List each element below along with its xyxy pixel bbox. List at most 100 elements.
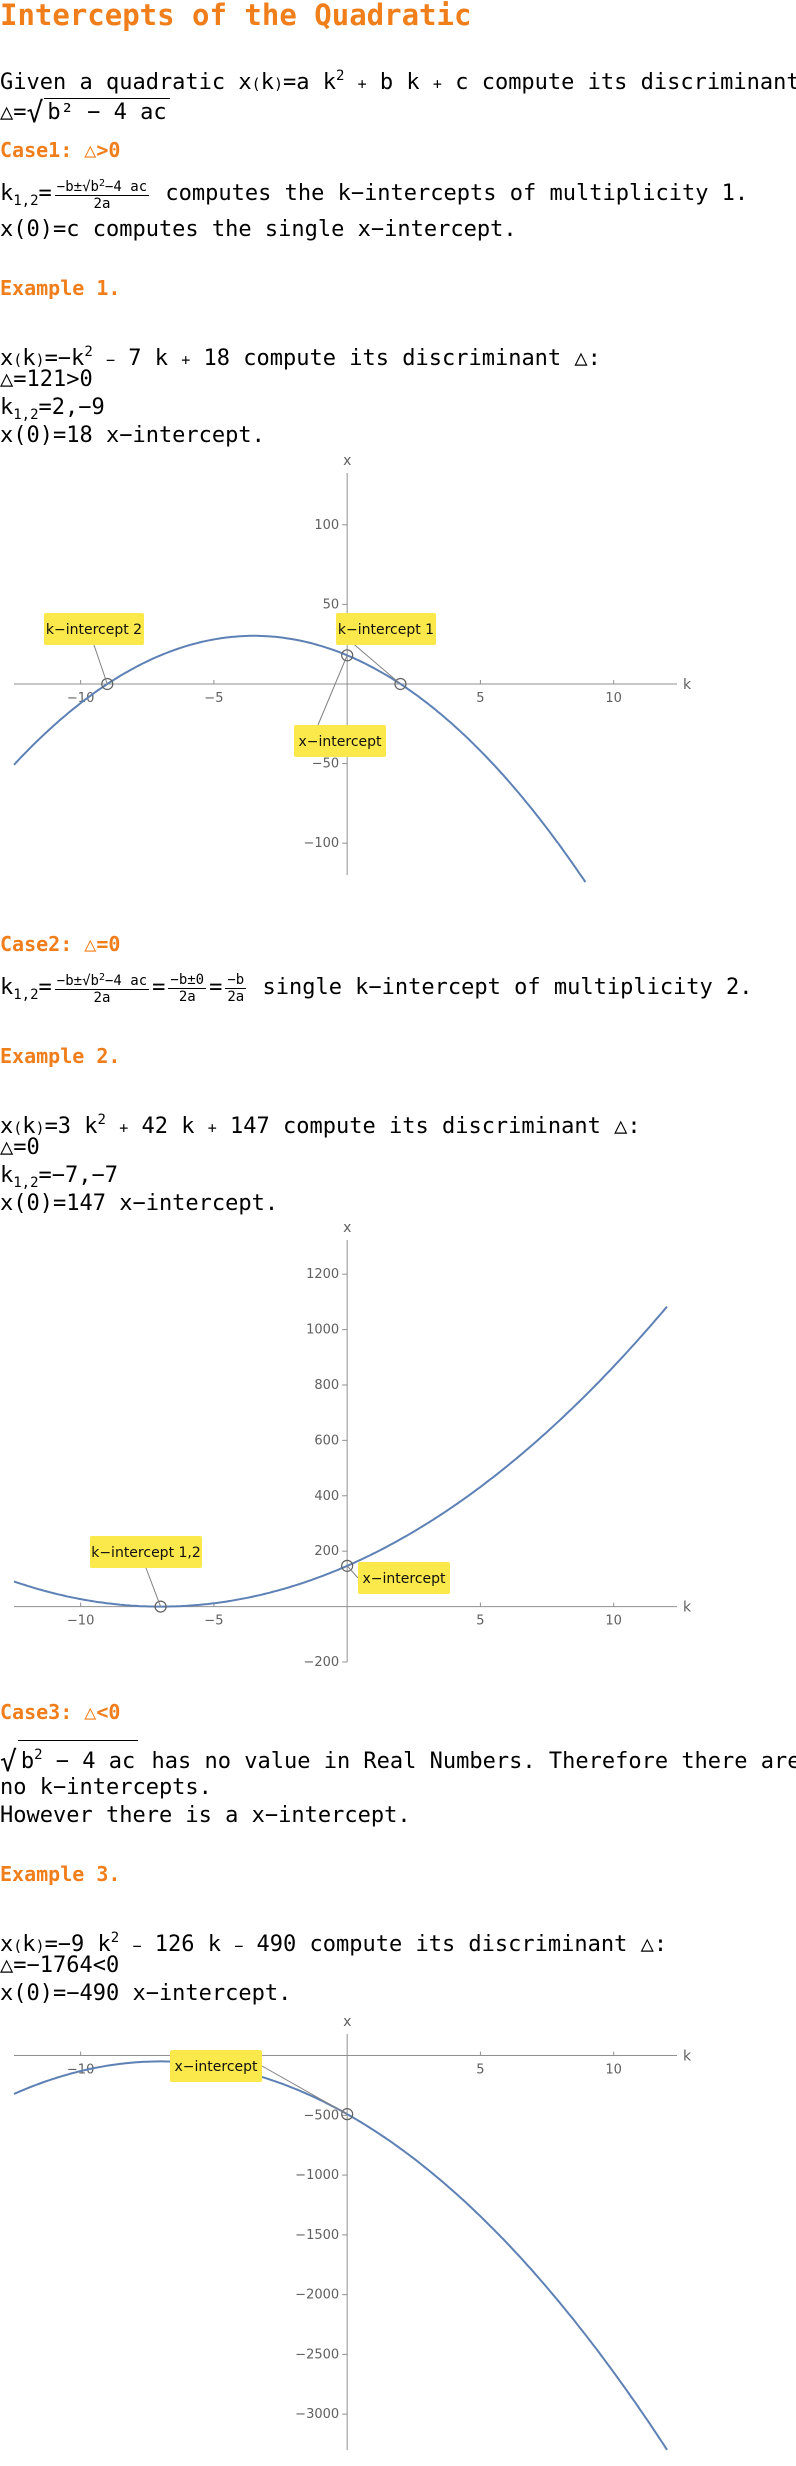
intercept-marker	[154, 1600, 167, 1613]
callout: k−intercept 1	[335, 613, 436, 685]
intercept-marker	[341, 1559, 354, 1572]
k-tick-label: 5	[476, 691, 484, 706]
case1-quadratic-fraction: −b±√b2−4 ac 2a	[54, 178, 150, 212]
example3-plot: kx−10−5510−500−1000−1500−2000−2500−3000x…	[13, 2014, 692, 2451]
callout-box	[44, 613, 144, 645]
example1-plot: k x −10 −5 5 10 −100 −50 50 100 k−intercept 2 k−int…	[13, 453, 692, 883]
quadratic-curve	[13, 634, 587, 883]
case3-line1-tail: has no value in Real Numbers. Therefore …	[138, 1749, 796, 1774]
case2-formula-line: k1,2= −b±√b2−4 ac 2a = −b±0 2a = −b 2a single k−…	[0, 971, 753, 1007]
x-tick-label: 1000	[306, 1323, 339, 1338]
case3-radicand: b2 − 4 ac	[17, 1740, 139, 1776]
case3-heading: Case3: △<0	[0, 1700, 121, 1724]
x-axis-label: x	[343, 1220, 351, 1236]
callout-leader	[346, 1565, 359, 1579]
example1-line4: x(0)=18 x−intercept.	[0, 423, 265, 448]
intercept-marker	[341, 2108, 354, 2121]
case3-line1: √ b2 − 4 ac has no value in Real Numbers.…	[0, 1740, 796, 1776]
x-tick-label: 1200	[306, 1267, 339, 1282]
x-tick-label: 400	[314, 1489, 339, 1504]
k-tick-label: 5	[476, 1614, 484, 1629]
example2-line1-tail: compute its discriminant △:	[269, 1114, 641, 1139]
case2-fraction-3: −b 2a	[225, 971, 247, 1005]
callout: x−intercept	[170, 2050, 348, 2115]
callout-label: k−intercept 2	[46, 622, 142, 638]
callout-leader	[261, 2065, 348, 2115]
x-tick-label: −3000	[295, 2407, 339, 2422]
k-tick-label: −5	[204, 1614, 223, 1629]
example1-roots: =2,−9	[38, 395, 105, 420]
k-axis-label: k	[683, 677, 692, 693]
example1-line3: k1,2=2,−9	[0, 395, 105, 423]
callout-label: k−intercept 1,2	[91, 1545, 201, 1561]
callout-label: x−intercept	[174, 2059, 258, 2075]
x-tick-label: −500	[303, 2108, 339, 2123]
callout: x−intercept	[294, 655, 386, 757]
callout: x−intercept	[346, 1562, 450, 1594]
callout: k−intercept 1,2	[90, 1536, 202, 1607]
case3-line3: However there is a x−intercept.	[0, 1803, 411, 1828]
x-tick-label: −1000	[295, 2168, 339, 2183]
example1-line1-tail: compute its discriminant △:	[230, 346, 601, 371]
k-tick-label: 5	[476, 2063, 484, 2078]
callout: k−intercept 2	[44, 613, 144, 685]
k-tick-label: −10	[67, 2063, 94, 2078]
callout-box	[90, 1536, 202, 1568]
page-title: Intercepts of the Quadratic	[0, 0, 472, 32]
intro-quadratic-formula: x(k)=a k2 + b k + c	[238, 68, 469, 95]
x-tick-label: 800	[314, 1378, 339, 1393]
intercept-marker	[341, 649, 354, 662]
k-tick-label: −10	[67, 691, 94, 706]
x-tick-label: −2000	[295, 2288, 339, 2303]
k-tick-label: −5	[204, 691, 223, 706]
k-tick-label: 10	[605, 1614, 622, 1629]
k-axis-label: k	[683, 2049, 692, 2065]
intro-given-line: Given a quadratic x(k)=a k2 + b k + c co…	[0, 62, 796, 98]
callout-label: x−intercept	[362, 1571, 446, 1587]
callout-box	[358, 1562, 450, 1594]
example1-line1: x(k)=−k2 − 7 k + 18 compute its discrimi…	[0, 344, 601, 371]
callout-box	[336, 613, 436, 645]
callout-box	[294, 725, 386, 757]
example3-line3: x(0)=−490 x−intercept.	[0, 1981, 292, 2006]
example1-line2: △=121>0	[0, 367, 93, 392]
x-axis-label: x	[343, 2014, 351, 2030]
quadratic-curve	[13, 1305, 668, 1608]
discriminant-radicand: b² − 4 ac	[44, 98, 170, 127]
intro-given-tail: compute its discriminant △:	[481, 70, 796, 95]
intercept-marker	[101, 677, 114, 691]
example3-heading: Example 3.	[0, 1862, 121, 1886]
intro-given-lead: Given a quadratic	[0, 70, 239, 95]
case2-fraction-1: −b±√b2−4 ac 2a	[54, 972, 150, 1006]
x-tick-label: −100	[303, 836, 339, 851]
example3-line1: x(k)=−9 k2 − 126 k − 490 compute its dis…	[0, 1930, 668, 1957]
quadratic-curve	[13, 2060, 668, 2451]
x-tick-label: 600	[314, 1433, 339, 1448]
k-tick-label: 10	[605, 2063, 622, 2078]
example2-line3: k1,2=−7,−7	[0, 1163, 119, 1191]
example2-plot: k x −10 −5 5 10 −200 200 400 600 800 1000 1200 k−inte…	[13, 1220, 692, 1670]
example3-line2: △=−1764<0	[0, 1953, 120, 1978]
x-axis-label: x	[343, 453, 351, 469]
x-tick-label: 200	[314, 1544, 339, 1559]
example2-roots: =−7,−7	[38, 1163, 119, 1188]
k-tick-label: 10	[605, 691, 622, 706]
x-tick-label: −50	[312, 757, 339, 772]
x-tick-label: −2500	[295, 2347, 339, 2362]
callout-leader	[145, 1567, 162, 1607]
example2-line4: x(0)=147 x−intercept.	[0, 1191, 279, 1216]
example2-line1: x(k)=3 k2 + 42 k + 147 compute its discr…	[0, 1112, 641, 1139]
example3-line1-tail: compute its discriminant △:	[296, 1932, 668, 1957]
example2-heading: Example 2.	[0, 1044, 121, 1068]
case2-heading: Case2: △=0	[0, 932, 121, 956]
x-tick-label: 100	[314, 518, 339, 533]
k-tick-label: −10	[67, 1614, 94, 1629]
case1-line1-tail: computes the k−intercepts of multiplicit…	[152, 181, 749, 206]
callout-box	[170, 2050, 262, 2082]
case1-heading: Case1: △>0	[0, 138, 121, 162]
example2-line2: △=0	[0, 1135, 40, 1160]
discriminant-definition: △=√ b² − 4 ac	[0, 98, 170, 127]
case1-line2: x(0)=c computes the single x−intercept.	[0, 217, 517, 242]
callout-label: x−intercept	[298, 734, 382, 750]
